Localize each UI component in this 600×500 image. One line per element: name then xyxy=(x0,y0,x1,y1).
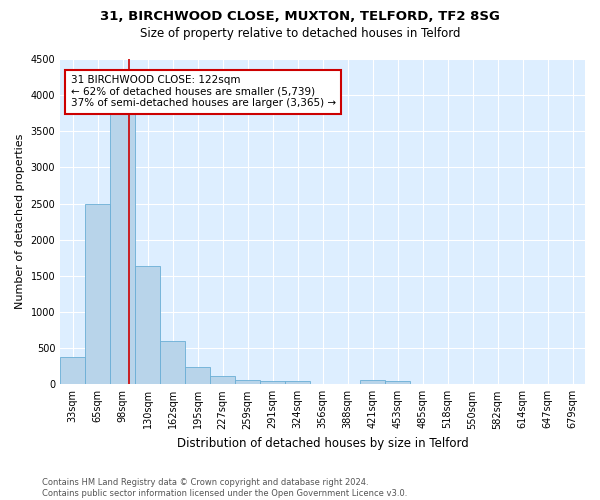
X-axis label: Distribution of detached houses by size in Telford: Distribution of detached houses by size … xyxy=(177,437,469,450)
Bar xyxy=(60,357,85,384)
Y-axis label: Number of detached properties: Number of detached properties xyxy=(15,134,25,310)
Text: 31, BIRCHWOOD CLOSE, MUXTON, TELFORD, TF2 8SG: 31, BIRCHWOOD CLOSE, MUXTON, TELFORD, TF… xyxy=(100,10,500,23)
Text: 31 BIRCHWOOD CLOSE: 122sqm
← 62% of detached houses are smaller (5,739)
37% of s: 31 BIRCHWOOD CLOSE: 122sqm ← 62% of deta… xyxy=(71,76,336,108)
Bar xyxy=(135,266,160,384)
Bar xyxy=(235,380,260,384)
Text: Size of property relative to detached houses in Telford: Size of property relative to detached ho… xyxy=(140,28,460,40)
Text: Contains HM Land Registry data © Crown copyright and database right 2024.
Contai: Contains HM Land Registry data © Crown c… xyxy=(42,478,407,498)
Bar xyxy=(85,204,110,384)
Bar xyxy=(285,382,310,384)
Bar xyxy=(385,382,410,384)
Bar xyxy=(210,376,235,384)
Bar xyxy=(185,367,210,384)
Bar xyxy=(260,382,285,384)
Bar xyxy=(110,113,135,384)
Bar xyxy=(360,380,385,384)
Bar xyxy=(160,341,185,384)
